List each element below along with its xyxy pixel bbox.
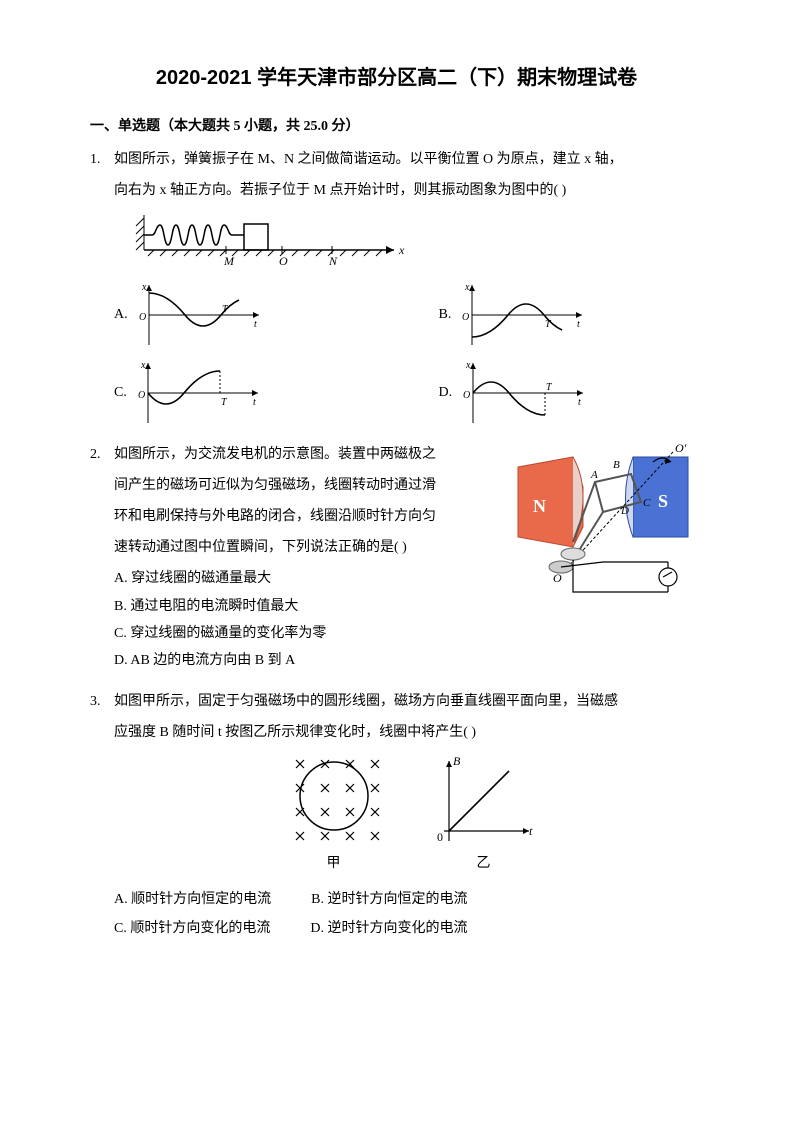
svg-text:O: O: [138, 390, 145, 401]
q2-option-A: A. 穿过线圈的磁通量最大: [114, 566, 495, 591]
svg-text:x: x: [141, 282, 147, 293]
svg-text:x: x: [140, 360, 146, 371]
q3-stem-line1: 如图甲所示，固定于匀强磁场中的圆形线圈，磁场方向垂直线圈平面向里，当磁感: [114, 689, 703, 714]
section-heading: 一、单选题（本大题共 5 小题，共 25.0 分）: [90, 114, 703, 139]
q3-label-yi: 乙: [429, 851, 539, 876]
q1-stem-line2: 向右为 x 轴正方向。若振子位于 M 点开始计时，则其振动图象为图中的( ): [114, 178, 703, 203]
page-title: 2020-2021 学年天津市部分区高二（下）期末物理试卷: [90, 60, 703, 96]
q3-option-B: B. 逆时针方向恒定的电流: [311, 887, 467, 912]
svg-text:T: T: [546, 382, 553, 393]
q1-number: 1.: [90, 147, 114, 427]
svg-text:0: 0: [437, 830, 443, 844]
svg-text:O: O: [139, 312, 146, 323]
q2-option-D: D. AB 边的电流方向由 B 到 A: [114, 648, 495, 673]
q2-stem-line3: 环和电刷保持与外电路的闭合，线圈沿顺时针方向匀: [114, 504, 495, 529]
q2-option-C: C. 穿过线圈的磁通量的变化率为零: [114, 621, 495, 646]
svg-text:O': O': [675, 442, 687, 455]
svg-text:t: t: [529, 824, 533, 838]
q2-stem-line1: 如图所示，为交流发电机的示意图。装置中两磁极之: [114, 442, 495, 467]
svg-text:t: t: [253, 397, 256, 408]
q3-stem-line2: 应强度 B 随时间 t 按图乙所示规律变化时，线圈中将产生( ): [114, 720, 703, 745]
q1-label-M: M: [223, 254, 235, 268]
q2-stem-line2: 间产生的磁场可近似为匀强磁场，线圈转动时通过滑: [114, 473, 495, 498]
svg-text:S: S: [658, 491, 668, 511]
svg-text:t: t: [577, 319, 580, 330]
svg-text:T: T: [221, 397, 228, 408]
q1-label-N: N: [328, 254, 338, 268]
q1-option-B: B. O x t T: [439, 280, 704, 350]
q1-option-C: C. O x t T: [114, 358, 379, 428]
svg-text:C: C: [643, 497, 651, 509]
q1-option-D: D. O x t T: [439, 358, 704, 428]
svg-text:t: t: [254, 319, 257, 330]
svg-text:A: A: [590, 469, 598, 481]
q3-label-jia: 甲: [279, 851, 389, 876]
svg-text:O: O: [463, 390, 470, 401]
svg-text:O: O: [462, 312, 469, 323]
q3-figures: 甲 0 t B 乙: [114, 751, 703, 876]
svg-text:D: D: [620, 505, 629, 517]
q1-stem-line1: 如图所示，弹簧振子在 M、N 之间做简谐运动。以平衡位置 O 为原点，建立 x …: [114, 147, 703, 172]
question-1: 1. 如图所示，弹簧振子在 M、N 之间做简谐运动。以平衡位置 O 为原点，建立…: [90, 147, 703, 427]
question-3: 3. 如图甲所示，固定于匀强磁场中的圆形线圈，磁场方向垂直线圈平面向里，当磁感 …: [90, 689, 703, 941]
q1-label-O: O: [279, 254, 288, 268]
q3-option-C: C. 顺时针方向变化的电流: [114, 916, 270, 941]
svg-text:B: B: [453, 754, 461, 768]
q2-number: 2.: [90, 442, 114, 676]
q1-label-x: x: [398, 243, 405, 257]
svg-text:B: B: [613, 459, 620, 471]
q3-number: 3.: [90, 689, 114, 941]
svg-text:x: x: [465, 360, 471, 371]
svg-text:x: x: [464, 282, 470, 293]
q1-option-A: A. O x t T: [114, 280, 379, 350]
q3-option-D: D. 逆时针方向变化的电流: [310, 916, 467, 941]
q1-spring-diagram: M O N x: [114, 210, 703, 270]
svg-text:N: N: [533, 496, 546, 516]
q2-generator-figure: N S O' O: [503, 442, 703, 676]
q3-option-A: A. 顺时针方向恒定的电流: [114, 887, 271, 912]
q2-stem-line4: 速转动通过图中位置瞬间，下列说法正确的是( ): [114, 535, 495, 560]
question-2: 2. 如图所示，为交流发电机的示意图。装置中两磁极之 间产生的磁场可近似为匀强磁…: [90, 442, 703, 676]
svg-text:t: t: [578, 397, 581, 408]
q2-option-B: B. 通过电阻的电流瞬时值最大: [114, 594, 495, 619]
